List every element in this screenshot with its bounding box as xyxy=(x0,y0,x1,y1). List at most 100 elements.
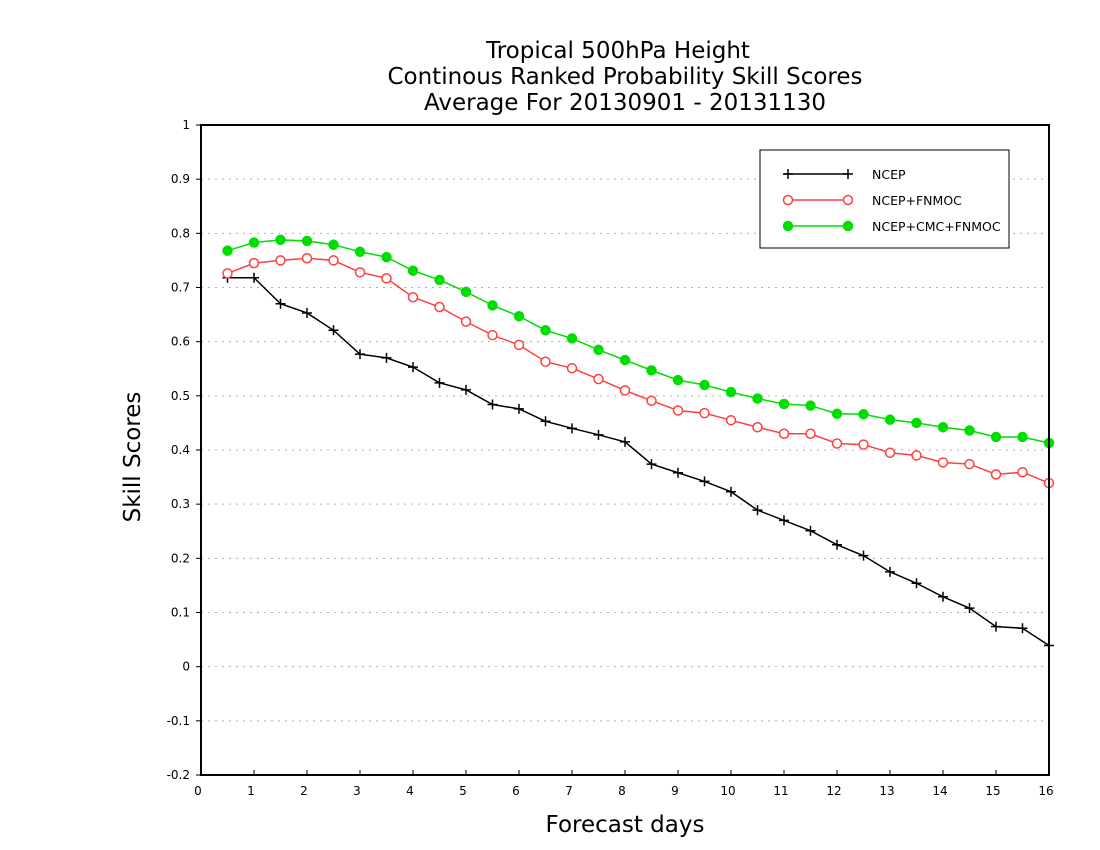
data-point xyxy=(407,292,419,303)
x-tick-label: 10 xyxy=(720,784,735,798)
legend-label: NCEP xyxy=(872,167,906,182)
legend-box xyxy=(759,149,1010,249)
data-point xyxy=(991,621,1001,632)
data-point xyxy=(831,408,843,419)
data-point xyxy=(381,251,392,263)
data-point xyxy=(779,515,789,526)
data-point xyxy=(725,414,737,426)
y-tick-label: 0.2 xyxy=(171,551,190,565)
data-point xyxy=(513,339,525,351)
legend-entry-ncep-fnmoc: NCEP+FNMOC xyxy=(782,193,962,208)
data-point xyxy=(911,417,922,429)
data-point xyxy=(222,245,233,256)
legend-marker xyxy=(842,194,854,206)
x-tick-label: 8 xyxy=(618,784,626,798)
legend-entry-ncep: NCEP xyxy=(783,167,906,182)
data-point xyxy=(1017,466,1028,478)
data-point xyxy=(593,344,604,356)
data-point xyxy=(725,386,737,398)
data-point xyxy=(460,316,472,327)
data-point xyxy=(407,265,419,276)
y-tick-label: 0.1 xyxy=(171,606,190,620)
data-point xyxy=(434,301,445,313)
x-axis-label: Forecast days xyxy=(546,812,705,838)
data-point xyxy=(381,352,392,363)
data-point xyxy=(699,407,710,419)
legend-marker xyxy=(843,169,853,179)
data-point xyxy=(248,257,260,269)
y-tick-label: 0.9 xyxy=(171,172,190,186)
data-point xyxy=(328,325,339,336)
data-point xyxy=(487,329,498,341)
data-point xyxy=(434,377,445,388)
data-point xyxy=(355,349,365,360)
data-point xyxy=(938,591,948,602)
legend-marker xyxy=(782,194,794,206)
title-line-2: Continous Ranked Probability Skill Score… xyxy=(387,64,862,90)
data-point xyxy=(275,255,286,266)
data-point xyxy=(302,307,312,318)
y-tick-label: 0.3 xyxy=(171,497,190,511)
data-point xyxy=(567,423,577,434)
y-tick-label: 0.4 xyxy=(171,443,190,457)
data-point xyxy=(301,235,313,247)
data-point xyxy=(249,272,259,283)
data-point xyxy=(593,373,604,385)
legend-entry-ncep-cmc-fnmoc: NCEP+CMC+FNMOC xyxy=(782,219,1001,234)
legend-marker xyxy=(782,220,794,232)
data-point xyxy=(620,436,630,447)
x-tick-label: 3 xyxy=(353,784,361,798)
x-tick-label: 16 xyxy=(1038,784,1053,798)
x-tick-label: 6 xyxy=(512,784,520,798)
chart-title: Tropical 500hPa Height Continous Ranked … xyxy=(387,38,862,116)
legend-marker xyxy=(783,169,793,179)
data-point xyxy=(275,298,286,309)
data-point xyxy=(461,384,471,395)
data-point xyxy=(354,246,366,257)
data-point xyxy=(460,286,472,298)
title-line-3: Average For 20130901 - 20131130 xyxy=(424,90,826,116)
data-point xyxy=(937,422,949,433)
data-point xyxy=(593,429,604,440)
x-tick-label: 13 xyxy=(879,784,894,798)
data-point xyxy=(911,578,922,589)
data-point xyxy=(699,476,710,487)
data-point xyxy=(672,374,684,386)
data-point xyxy=(275,234,286,246)
x-tick-label: 0 xyxy=(194,784,202,798)
x-tick-label: 12 xyxy=(826,784,841,798)
data-point xyxy=(885,566,895,577)
legend: NCEP NCEP+FNMOC NCEP+CMC+FNMOC xyxy=(759,149,1010,249)
data-point xyxy=(937,457,949,468)
data-point xyxy=(752,422,763,433)
data-point xyxy=(884,447,896,458)
y-tick-label: 0.8 xyxy=(171,226,190,240)
data-point xyxy=(911,450,922,461)
data-point xyxy=(964,458,975,470)
x-tick-label: 14 xyxy=(932,784,947,798)
data-point xyxy=(805,428,816,439)
gridlines xyxy=(201,178,1049,722)
data-point xyxy=(964,425,975,436)
x-tick-label: 5 xyxy=(459,784,467,798)
data-point xyxy=(646,365,657,376)
legend-label: NCEP+CMC+FNMOC xyxy=(872,219,1001,234)
data-point xyxy=(487,300,498,311)
data-point xyxy=(328,255,339,266)
data-point xyxy=(832,539,842,550)
x-tick-label: 9 xyxy=(671,784,679,798)
data-point xyxy=(884,414,896,425)
data-point xyxy=(831,438,843,449)
data-point xyxy=(354,267,366,278)
data-point xyxy=(248,237,260,248)
y-tick-label: 1 xyxy=(182,118,190,132)
data-point xyxy=(752,505,763,516)
data-point xyxy=(408,362,418,373)
data-point xyxy=(672,405,684,416)
x-tick-label: 15 xyxy=(985,784,1000,798)
y-tick-label: 0 xyxy=(182,660,190,674)
y-tick-label: -0.1 xyxy=(167,714,190,728)
data-point xyxy=(328,239,339,250)
axis-ticks: -0.2-0.100.10.20.30.40.50.60.70.80.910 1 2… xyxy=(167,118,1054,798)
data-point xyxy=(646,459,657,470)
